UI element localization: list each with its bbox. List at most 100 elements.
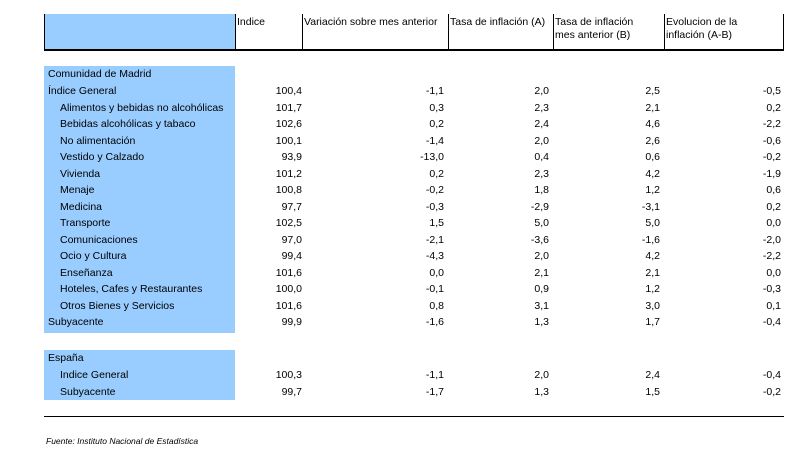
header-divider bbox=[448, 14, 449, 50]
source-note: Fuente: Instituto Nacional de Estadístic… bbox=[46, 436, 199, 446]
row-value: -1,1 bbox=[425, 85, 444, 97]
row-value: 0,2 bbox=[429, 167, 444, 180]
row-label: Vivienda bbox=[60, 167, 101, 180]
table-row: Vivienda 101,2 0,2 2,3 4,2 -1,9 bbox=[44, 167, 784, 183]
header-tasa-b-line1: Tasa de inflación bbox=[555, 16, 634, 28]
header-tasa-b-line2: mes anterior (B) bbox=[555, 29, 631, 41]
table-row: Subyacente 99,7 -1,7 1,3 1,5 -0,2 bbox=[44, 385, 784, 401]
row-value: 0,3 bbox=[429, 101, 444, 114]
row-value: -2,2 bbox=[762, 118, 781, 130]
table-row: Medicina 97,7 -0,3 -2,9 -3,1 0,2 bbox=[44, 200, 784, 216]
row-value: 4,2 bbox=[645, 250, 660, 262]
row-value: 2,3 bbox=[534, 167, 549, 180]
row-value: 0,9 bbox=[534, 283, 549, 295]
header-divider bbox=[553, 14, 554, 50]
row-value: 97,7 bbox=[281, 200, 302, 213]
row-value: 2,1 bbox=[645, 266, 660, 279]
row-value: 2,1 bbox=[534, 266, 549, 279]
section-title-espana: España bbox=[44, 351, 784, 367]
row-value: -2,2 bbox=[762, 250, 781, 262]
espana-label-column bbox=[44, 350, 235, 400]
row-value: 1,7 bbox=[645, 316, 660, 328]
row-value: 2,0 bbox=[534, 369, 549, 381]
row-value: 1,3 bbox=[534, 316, 549, 328]
header-variacion: Variación sobre mes anterior bbox=[302, 14, 448, 50]
row-label: Enseñanza bbox=[60, 266, 113, 279]
row-label: Comunicaciones bbox=[60, 233, 138, 246]
row-value: 0,0 bbox=[766, 217, 781, 229]
row-value: 0,1 bbox=[766, 299, 781, 312]
row-value: 1,5 bbox=[429, 217, 444, 229]
row-value: -2,1 bbox=[425, 233, 444, 246]
row-value: 4,6 bbox=[645, 118, 660, 130]
section-label: Comunidad de Madrid bbox=[48, 68, 152, 80]
row-value: -0,2 bbox=[425, 184, 444, 196]
table-row: Indice General 100,3 -1,1 2,0 2,4 -0,4 bbox=[44, 368, 784, 384]
row-value: 2,4 bbox=[534, 118, 549, 130]
madrid-label-column bbox=[44, 66, 235, 333]
row-value: 3,0 bbox=[645, 299, 660, 312]
row-value: 5,0 bbox=[534, 217, 549, 229]
row-value: -1,1 bbox=[425, 369, 444, 381]
row-value: 0,0 bbox=[429, 266, 444, 279]
row-value: 102,6 bbox=[275, 118, 302, 130]
row-value: 2,0 bbox=[534, 250, 549, 262]
row-value: 2,4 bbox=[645, 369, 660, 381]
row-value: 0,8 bbox=[429, 299, 444, 312]
row-value: 0,0 bbox=[766, 266, 781, 279]
row-value: -0,3 bbox=[425, 200, 444, 213]
section-label: España bbox=[48, 352, 84, 364]
header-divider bbox=[664, 14, 665, 50]
table-row: Comunicaciones 97,0 -2,1 -3,6 -1,6 -2,0 bbox=[44, 233, 784, 249]
row-label: Indice General bbox=[60, 369, 129, 381]
row-value: 2,3 bbox=[534, 101, 549, 114]
row-label: Ocio y Cultura bbox=[60, 250, 127, 262]
header-tasa-b: Tasa de inflación mes anterior (B) bbox=[553, 14, 664, 50]
row-value: 99,9 bbox=[281, 316, 302, 328]
row-value: 2,0 bbox=[534, 134, 549, 147]
row-value: 5,0 bbox=[645, 217, 660, 229]
row-label: Medicina bbox=[60, 200, 103, 213]
row-value: 1,5 bbox=[645, 385, 660, 398]
row-value: -13,0 bbox=[420, 151, 444, 163]
row-value: 100,0 bbox=[275, 283, 302, 295]
row-label: Transporte bbox=[60, 217, 111, 229]
row-value: 100,8 bbox=[275, 184, 302, 196]
header-divider bbox=[44, 14, 45, 50]
header-bottom-rule bbox=[44, 49, 784, 51]
row-value: -0,2 bbox=[762, 151, 781, 163]
row-value: -2,9 bbox=[530, 200, 549, 213]
row-value: 1,2 bbox=[645, 283, 660, 295]
row-label: Otros Bienes y Servicios bbox=[60, 299, 175, 312]
row-value: -1,4 bbox=[425, 134, 444, 147]
header-divider bbox=[235, 14, 236, 50]
row-value: 0,2 bbox=[766, 101, 781, 114]
row-value: 1,3 bbox=[534, 385, 549, 398]
row-value: 0,2 bbox=[429, 118, 444, 130]
row-value: 1,8 bbox=[534, 184, 549, 196]
row-value: 0,6 bbox=[645, 151, 660, 163]
header-tasa-a: Tasa de inflación (A) bbox=[448, 14, 553, 50]
row-value: 0,6 bbox=[766, 184, 781, 196]
row-value: -3,6 bbox=[530, 233, 549, 246]
table-row: No alimentación 100,1 -1,4 2,0 2,6 -0,6 bbox=[44, 134, 784, 150]
row-value: -1,9 bbox=[762, 167, 781, 180]
row-value: 101,2 bbox=[275, 167, 302, 180]
header-evolucion-line1: Evolucion de la bbox=[666, 16, 738, 28]
row-value: 1,2 bbox=[645, 184, 660, 196]
table-row: Índice General 100,4 -1,1 2,0 2,5 -0,5 bbox=[44, 84, 784, 100]
row-value: 93,9 bbox=[281, 151, 302, 163]
row-label: Hoteles, Cafes y Restaurantes bbox=[60, 283, 203, 295]
row-value: 101,7 bbox=[275, 101, 302, 114]
row-label: No alimentación bbox=[60, 134, 136, 147]
table-row: Enseñanza 101,6 0,0 2,1 2,1 0,0 bbox=[44, 266, 784, 282]
table-row: Ocio y Cultura 99,4 -4,3 2,0 4,2 -2,2 bbox=[44, 249, 784, 265]
row-value: 99,7 bbox=[281, 385, 302, 398]
row-value: 2,0 bbox=[534, 85, 549, 97]
table-row: Subyacente 99,9 -1,6 1,3 1,7 -0,4 bbox=[44, 315, 784, 331]
table-row: Hoteles, Cafes y Restaurantes 100,0 -0,1 0,… bbox=[44, 282, 784, 298]
row-value: 0,2 bbox=[766, 200, 781, 213]
row-value: -1,6 bbox=[425, 316, 444, 328]
row-value: 0,4 bbox=[534, 151, 549, 163]
table-header: Indice Variación sobre mes anterior Tasa… bbox=[44, 14, 784, 50]
